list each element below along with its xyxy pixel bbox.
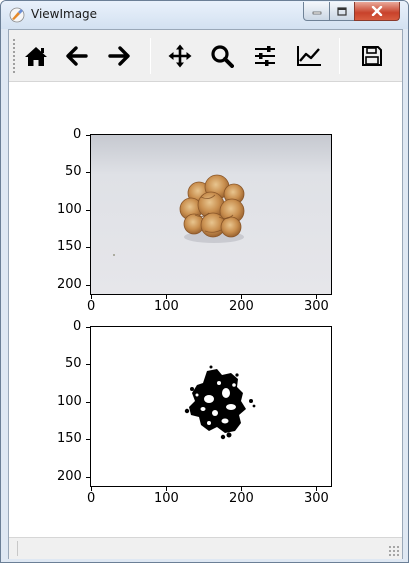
x-tick-label: 0 bbox=[87, 299, 96, 314]
line-chart-icon bbox=[297, 46, 321, 66]
x-tick-label: 100 bbox=[154, 491, 179, 506]
y-tick-mark bbox=[86, 439, 90, 440]
figure-canvas[interactable]: 0 50 100 150 200 0 100 200 300 bbox=[9, 82, 402, 537]
app-icon bbox=[9, 7, 25, 23]
save-button[interactable] bbox=[356, 40, 388, 72]
maximize-icon bbox=[337, 6, 347, 16]
zoom-button[interactable] bbox=[206, 40, 238, 72]
edit-axes-button[interactable] bbox=[293, 40, 325, 72]
configure-subplots-button[interactable] bbox=[249, 40, 281, 72]
close-button[interactable] bbox=[354, 2, 400, 21]
y-tick-mark bbox=[86, 364, 90, 365]
x-tick-mark bbox=[166, 295, 167, 299]
y-tick-mark bbox=[86, 402, 90, 403]
subplot-top-axes[interactable] bbox=[90, 134, 332, 295]
y-tick-label: 100 bbox=[57, 394, 82, 409]
y-tick-label: 200 bbox=[57, 469, 82, 484]
y-tick-label: 150 bbox=[57, 239, 82, 254]
status-divider bbox=[17, 541, 18, 556]
x-tick-label: 300 bbox=[304, 299, 329, 314]
y-tick-mark bbox=[86, 327, 90, 328]
y-tick-label: 150 bbox=[57, 431, 82, 446]
y-tick-mark bbox=[86, 477, 90, 478]
y-tick-mark bbox=[86, 247, 90, 248]
y-tick-label: 200 bbox=[57, 277, 82, 292]
y-tick-label: 100 bbox=[57, 202, 82, 217]
walnut-mask bbox=[91, 327, 331, 486]
x-tick-mark bbox=[91, 487, 92, 491]
toolbar-separator bbox=[339, 38, 340, 74]
maximize-button[interactable] bbox=[329, 2, 355, 21]
y-tick-mark bbox=[86, 210, 90, 211]
sliders-icon bbox=[255, 46, 275, 66]
subplot-bottom-axes[interactable] bbox=[90, 326, 332, 487]
x-tick-mark bbox=[91, 295, 92, 299]
toolbar-grip[interactable] bbox=[12, 38, 16, 74]
x-tick-mark bbox=[241, 295, 242, 299]
floppy-disk-icon bbox=[362, 46, 382, 66]
magnifier-icon bbox=[211, 45, 234, 68]
resize-grip[interactable] bbox=[388, 545, 400, 557]
navigation-toolbar bbox=[9, 30, 402, 82]
toolbar-separator bbox=[150, 38, 151, 74]
x-tick-label: 300 bbox=[304, 491, 329, 506]
x-tick-label: 200 bbox=[229, 299, 254, 314]
x-tick-mark bbox=[241, 487, 242, 491]
home-icon bbox=[25, 47, 47, 66]
x-tick-mark bbox=[166, 487, 167, 491]
walnut-photo bbox=[91, 135, 331, 294]
pan-button[interactable] bbox=[164, 40, 196, 72]
x-tick-label: 200 bbox=[229, 491, 254, 506]
x-tick-mark bbox=[316, 487, 317, 491]
move-icon bbox=[168, 44, 192, 68]
back-button[interactable] bbox=[61, 40, 93, 72]
minimize-icon bbox=[312, 11, 321, 15]
x-tick-label: 100 bbox=[154, 299, 179, 314]
forward-button[interactable] bbox=[103, 40, 135, 72]
figure-frame: 0 50 100 150 200 0 100 200 300 bbox=[8, 29, 403, 559]
y-tick-label: 50 bbox=[65, 356, 82, 371]
title-bar[interactable]: ViewImage bbox=[1, 1, 408, 29]
window-title: ViewImage bbox=[31, 7, 98, 21]
arrow-right-icon bbox=[108, 46, 130, 66]
status-bar bbox=[9, 537, 402, 559]
arrow-left-icon bbox=[66, 46, 88, 66]
y-tick-mark bbox=[86, 285, 90, 286]
y-tick-label: 0 bbox=[73, 319, 82, 334]
y-tick-label: 50 bbox=[65, 164, 82, 179]
y-tick-mark bbox=[86, 172, 90, 173]
x-tick-mark bbox=[316, 295, 317, 299]
home-button[interactable] bbox=[20, 40, 52, 72]
minimize-button[interactable] bbox=[303, 2, 330, 21]
x-tick-label: 0 bbox=[87, 491, 96, 506]
y-tick-mark bbox=[86, 135, 90, 136]
y-tick-label: 0 bbox=[73, 127, 82, 142]
close-icon bbox=[371, 6, 383, 16]
